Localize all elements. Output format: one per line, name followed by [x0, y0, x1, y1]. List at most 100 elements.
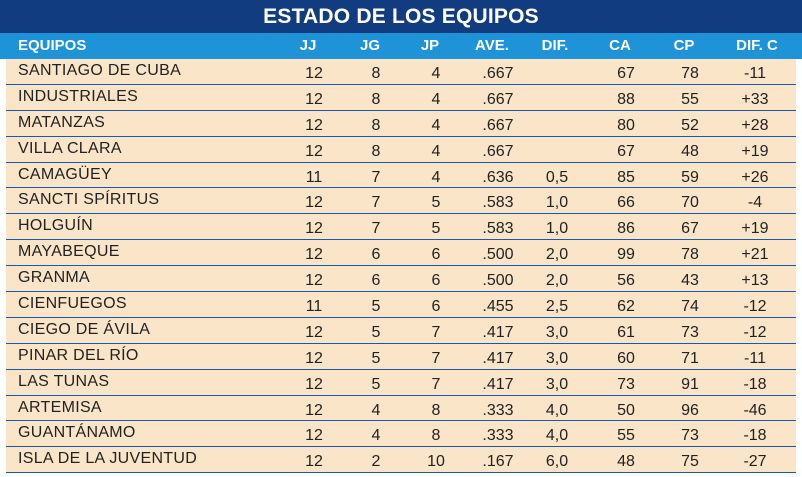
table-row: GRANMA 12 6 6 .500 2,0 56 43 +13 — [6, 266, 796, 293]
cell-jg: 7 — [371, 194, 381, 212]
cell-jg: 5 — [371, 349, 381, 367]
table-row: ISLA DE LA JUVENTUD 12 2 10 .167 6,0 48 75 -27 — [6, 447, 796, 474]
cell-jj: 12 — [305, 323, 323, 341]
cell-jg: 7 — [371, 220, 381, 238]
cell-jp: 8 — [431, 427, 441, 445]
cell-jg: 2 — [371, 453, 381, 471]
cell-team: VILLA CLARA — [18, 139, 122, 157]
cell-dif-c: +13 — [741, 272, 769, 290]
cell-dif: 6,0 — [545, 453, 569, 471]
cell-dif-c: -11 — [744, 349, 766, 367]
cell-jg: 5 — [371, 298, 381, 316]
cell-ave: .417 — [482, 375, 514, 393]
cell-cp: 70 — [681, 194, 699, 212]
cell-jg: 8 — [371, 90, 381, 108]
table-body: SANTIAGO DE CUBA 12 8 4.667 67 78 -11 INDUSTRIA… — [6, 59, 796, 474]
cell-cp: 59 — [681, 168, 699, 186]
cell-jp: 10 — [427, 453, 445, 471]
cell-dif: 3,0 — [545, 323, 569, 341]
cell-team: GRANMA — [18, 269, 91, 287]
cell-cp: 78 — [681, 65, 699, 82]
cell-cp: 75 — [681, 453, 699, 471]
cell-team: LAS TUNAS — [18, 372, 110, 390]
cell-ca: 80 — [617, 116, 635, 134]
table-row: GUANTÁNAMO 12 4 8 .333 4,0 55 73 -18 — [6, 421, 796, 448]
column-header-dif-c: DIF. C — [736, 37, 778, 54]
cell-ca: 48 — [617, 453, 635, 471]
cell-jp: 4 — [431, 142, 441, 160]
table-row: MATANZAS 12 8 4 .667 80 52 +28 — [6, 110, 796, 137]
cell-jp: 6 — [431, 298, 441, 316]
cell-dif-c: -27 — [743, 453, 767, 471]
table-row: MAYABEQUE 12 6 6 .500 2,0 99 78 +21 — [6, 240, 796, 267]
cell-ca: 67 — [617, 65, 635, 82]
cell-jg: 4 — [371, 401, 381, 419]
cell-jj: 11 — [305, 298, 323, 316]
cell-cp: 43 — [681, 272, 699, 290]
cell-dif-c: -12 — [743, 298, 767, 316]
cell-cp: 91 — [681, 375, 699, 393]
column-header-jp: JP — [420, 37, 440, 54]
cell-ave: .417 — [482, 323, 514, 341]
cell-jp: 4 — [431, 90, 441, 108]
cell-cp: 71 — [681, 349, 699, 367]
table-row: VILLA CLARA 12 8 4 .667 67 48 +19 — [6, 136, 796, 163]
cell-ave: .500 — [482, 246, 514, 264]
cell-dif-c: +28 — [741, 116, 769, 134]
cell-ave: .333 — [482, 401, 514, 419]
cell-jj: 12 — [305, 427, 323, 445]
cell-jg: 8 — [371, 116, 381, 134]
table-row: CAMAGÜEY 11 7 4 .636 0,5 85 59 +26 — [6, 162, 796, 189]
cell-team: ISLA DE LA JUVENTUD — [18, 450, 198, 468]
cell-jg: 8 — [371, 142, 381, 160]
cell-jp: 4 — [431, 116, 441, 134]
cell-dif: 3,0 — [545, 349, 569, 367]
cell-jj: 12 — [305, 272, 323, 290]
cell-ave: .333 — [482, 427, 514, 445]
column-header-jg: JG — [359, 37, 380, 54]
cell-dif-c: +21 — [741, 246, 769, 264]
cell-ca: 67 — [617, 142, 635, 160]
cell-dif-c: -46 — [743, 401, 767, 419]
cell-ave: .583 — [482, 220, 514, 238]
cell-ca: 60 — [617, 349, 635, 367]
cell-ca: 56 — [617, 272, 635, 290]
cell-ca: 99 — [617, 246, 635, 264]
cell-cp: 52 — [681, 116, 699, 134]
cell-ca: 55 — [617, 427, 635, 445]
table-row: SANTIAGO DE CUBA 12 8 4 .667 67 78 -11 — [6, 59, 796, 85]
cell-jg: 5 — [371, 375, 381, 393]
cell-dif: 4,0 — [545, 427, 569, 445]
cell-cp: 55 — [681, 90, 699, 108]
cell-jj: 12 — [305, 142, 323, 160]
cell-team: MAYABEQUE — [18, 243, 120, 261]
cell-ave: .667 — [482, 65, 514, 82]
cell-jp: 6 — [431, 246, 441, 264]
cell-jp: 5 — [431, 194, 441, 212]
cell-ave: .583 — [482, 194, 514, 212]
cell-jp: 7 — [431, 323, 441, 341]
cell-ca: 73 — [617, 375, 635, 393]
cell-ca: 66 — [617, 194, 635, 212]
cell-jj: 12 — [305, 116, 323, 134]
cell-cp: 74 — [681, 298, 699, 316]
table-row: HOLGUÍN 12 7 5 .583 1,0 86 67 +19 — [6, 214, 796, 241]
cell-jg: 5 — [371, 323, 381, 341]
cell-jp: 8 — [431, 401, 441, 419]
cell-ave: .636 — [482, 168, 514, 186]
table-row: INDUSTRIALES 12 8 4 .667 88 55 +33 — [6, 84, 796, 111]
cell-team: GUANTÁNAMO — [18, 424, 136, 442]
cell-dif-c: -11 — [744, 65, 766, 82]
cell-dif-c: -12 — [743, 323, 767, 341]
column-header-jj: JJ — [299, 37, 317, 54]
cell-dif: 2,5 — [545, 298, 569, 316]
cell-cp: 48 — [681, 142, 699, 160]
cell-ave: .667 — [482, 90, 514, 108]
cell-dif-c: -18 — [743, 427, 767, 445]
cell-cp: 78 — [681, 246, 699, 264]
column-header-cp: CP — [673, 37, 695, 54]
cell-ca: 50 — [617, 401, 635, 419]
cell-dif-c: -4 — [747, 194, 763, 212]
table-header: EQUIPOS JJ JG JP AVE. DIF. CA CP DIF. C — [0, 33, 802, 59]
